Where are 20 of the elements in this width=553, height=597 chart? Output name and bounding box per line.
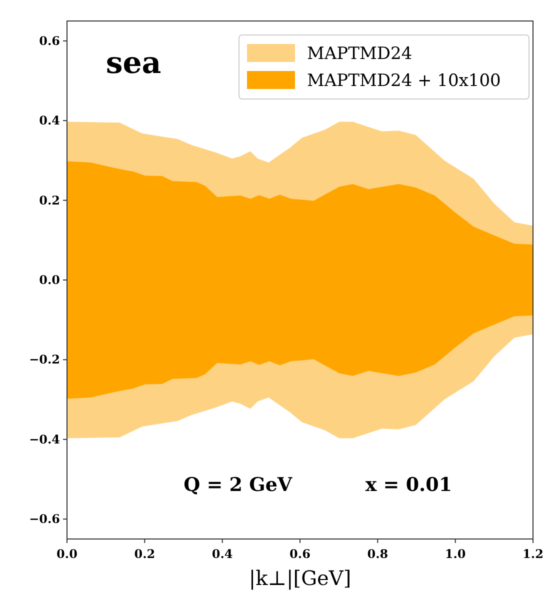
annotation: Q = 2 GeV — [184, 474, 294, 496]
x-tick-label: 0.6 — [290, 547, 310, 561]
legend-label: MAPTMD24 — [307, 44, 412, 64]
y-tick-label: 0.6 — [39, 34, 60, 48]
y-tick-label: 0.2 — [39, 193, 60, 208]
x-tick-label: 1.2 — [522, 547, 544, 561]
x-tick-label: 0.8 — [367, 547, 388, 561]
legend-label: MAPTMD24 + 10x100 — [307, 71, 501, 91]
annotation: x = 0.01 — [365, 474, 452, 496]
x-tick-label: 0.0 — [56, 547, 78, 561]
x-tick-label: 0.2 — [134, 547, 156, 561]
text: sea — [106, 46, 162, 81]
y-tick-label: −0.2 — [29, 352, 60, 367]
y-tick-label: −0.4 — [29, 432, 60, 446]
y-tick-label: 0.4 — [39, 114, 60, 128]
y-tick-label: 0.0 — [39, 273, 60, 287]
y-tick-label: −0.6 — [29, 512, 60, 526]
x-axis-title: |k⊥|[GeV] — [248, 566, 352, 590]
x-tick-label: 1.0 — [444, 547, 466, 561]
x-tick-label: 0.4 — [212, 547, 233, 561]
